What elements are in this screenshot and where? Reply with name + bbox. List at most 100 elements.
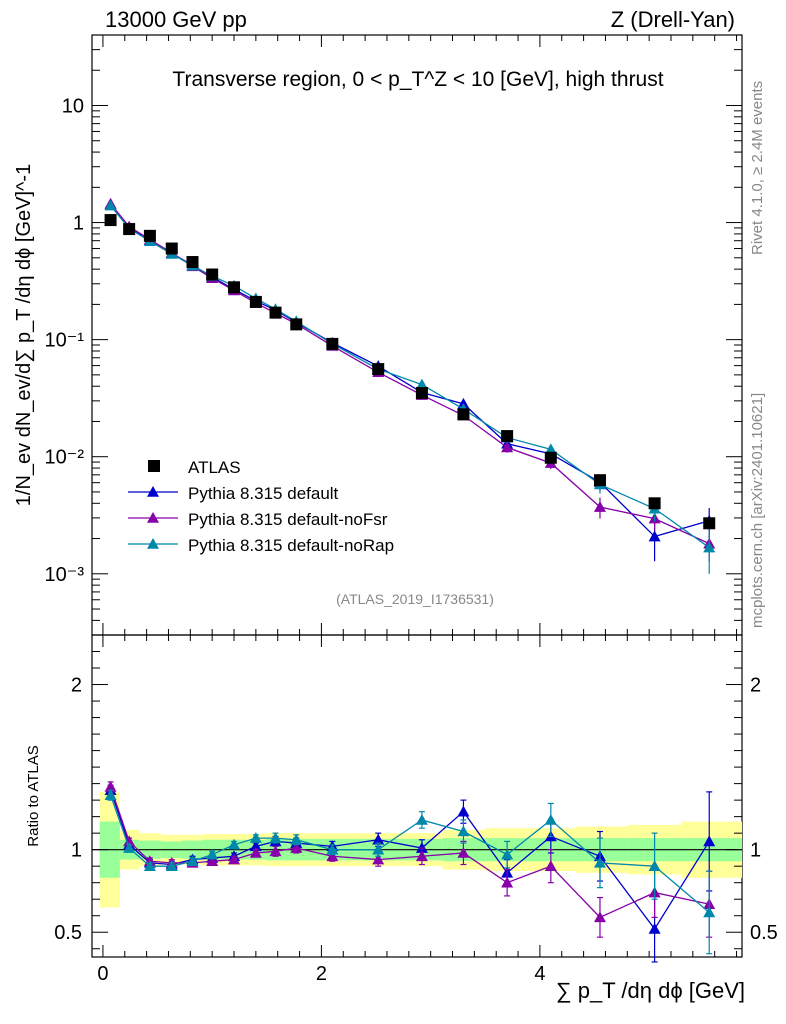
y-tick-label: 10⁻³ <box>45 564 85 586</box>
atlas-point <box>501 430 514 443</box>
x-tick-label: 0 <box>97 963 108 985</box>
ratio-tick-label-right: 0.5 <box>750 922 778 944</box>
ratio-series-point <box>123 842 136 853</box>
atlas-point <box>228 281 241 294</box>
ratio-series-point <box>123 835 136 847</box>
ratio-series-point <box>372 833 385 845</box>
atlas-point <box>703 517 716 530</box>
series-point <box>593 501 606 512</box>
atlas-point <box>648 497 661 510</box>
legend-label: Pythia 8.315 default-noRap <box>188 536 394 555</box>
y-axis-title: 1/N_ev dN_ev/d∑ p_T /dη dϕ [GeV]^-1 <box>13 164 35 506</box>
ratio-series-point <box>290 833 303 845</box>
legend-marker <box>147 486 159 497</box>
ratio-series-point <box>249 832 262 843</box>
ratio-series-point <box>544 860 557 871</box>
rivet-version-label: Rivet 4.1.0, ≥ 2.4M events <box>749 81 766 255</box>
series-point <box>703 541 716 553</box>
axis-ticks: 0 2 4 10⁻³ 10⁻² 10⁻¹ 1 10 0.5 0.5 1 1 2 2 <box>45 34 778 985</box>
ratio-plot-frame <box>91 634 743 958</box>
ratio-series-point <box>104 780 117 792</box>
atlas-point <box>290 318 303 331</box>
y-tick-label: 10⁻² <box>45 447 85 469</box>
atlas-point <box>165 242 178 255</box>
ratio-series-point <box>703 835 716 847</box>
ratio-series-point <box>326 843 339 855</box>
atlas-point <box>143 229 156 242</box>
ratio-series-point <box>186 855 199 867</box>
legend-label-atlas: ATLAS <box>188 458 241 477</box>
header-left: 13000 GeV pp <box>105 7 247 32</box>
series-point <box>648 530 661 542</box>
legend-marker <box>147 538 159 549</box>
ratio-tick-label: 2 <box>71 675 82 697</box>
ratio-series-point <box>228 853 241 865</box>
ratio-series-point <box>457 846 470 858</box>
ratio-tick-label-right: 2 <box>750 675 761 697</box>
ratio-series-point <box>457 805 470 817</box>
x-tick-label: 2 <box>316 963 327 985</box>
y-tick-label: 1 <box>73 213 84 235</box>
ratio-series-point <box>290 842 303 853</box>
atlas-point <box>123 223 136 236</box>
atlas-point <box>457 408 470 421</box>
main-series-layer <box>104 197 716 574</box>
atlas-point <box>326 337 339 350</box>
ratio-series-point <box>501 876 514 888</box>
ratio-series-point <box>269 832 282 843</box>
atlas-point <box>415 387 428 400</box>
x-axis-title: ∑ p_T /dη dϕ [GeV] <box>556 978 745 1003</box>
legend-marker-atlas <box>148 460 160 472</box>
ratio-series-point <box>104 789 117 800</box>
ratio-series-point <box>269 845 282 857</box>
ratio-series-point <box>593 911 606 923</box>
ratio-tick-label-right: 1 <box>750 840 761 862</box>
ratio-series-point <box>228 838 241 850</box>
ratio-series-point <box>415 813 428 825</box>
ratio-series-point <box>648 922 661 934</box>
series-point <box>544 443 557 455</box>
ratio-series-point <box>372 843 385 855</box>
y-tick-label: 10⁻¹ <box>45 330 85 352</box>
ratio-series-point <box>372 853 385 865</box>
ratio-series-point <box>206 848 219 860</box>
atlas-point <box>593 474 606 487</box>
atlas-point <box>372 363 385 376</box>
ratio-tick-label: 0.5 <box>54 922 82 944</box>
legend: ATLAS Pythia 8.315 default Pythia 8.315 de… <box>128 458 394 555</box>
ratio-series-point <box>703 906 716 918</box>
ratio-series-layer <box>104 780 716 963</box>
ratio-series-point <box>544 813 557 825</box>
header-right: Z (Drell-Yan) <box>611 7 735 32</box>
ratio-series-point <box>501 848 514 860</box>
atlas-point <box>206 268 219 281</box>
ratio-series-point <box>249 840 262 852</box>
y-tick-label: 10 <box>62 95 84 117</box>
series-point <box>104 199 117 211</box>
ratio-tick-label: 1 <box>71 840 82 862</box>
ratio-series-point <box>165 860 178 871</box>
atlas-point <box>186 256 199 269</box>
atlas-point <box>104 214 117 227</box>
mcplots-label: mcplots.cern.ch [arXiv:2401.10621] <box>749 393 766 628</box>
ratio-axis-title: Ratio to ATLAS <box>25 745 42 846</box>
series-point <box>501 441 514 453</box>
ratio-series-point <box>143 860 156 871</box>
legend-label: Pythia 8.315 default-noFsr <box>188 510 388 529</box>
ratio-series-point <box>415 850 428 862</box>
atlas-point <box>249 295 262 308</box>
legend-label: Pythia 8.315 default <box>188 484 339 503</box>
atlas-point <box>544 451 557 464</box>
ratio-series-point <box>206 855 219 867</box>
legend-marker <box>147 512 159 523</box>
series-point <box>415 378 428 390</box>
atlas-point <box>269 306 282 319</box>
analysis-label: (ATLAS_2019_I1736531) <box>336 591 494 607</box>
ratio-series-point <box>249 846 262 858</box>
plot-title: Transverse region, 0 < p_T^Z < 10 [GeV],… <box>172 68 663 91</box>
x-tick-label: 4 <box>534 963 545 985</box>
ratio-series-point <box>648 860 661 871</box>
ratio-series-point <box>593 856 606 868</box>
ratio-series-point <box>326 850 339 862</box>
